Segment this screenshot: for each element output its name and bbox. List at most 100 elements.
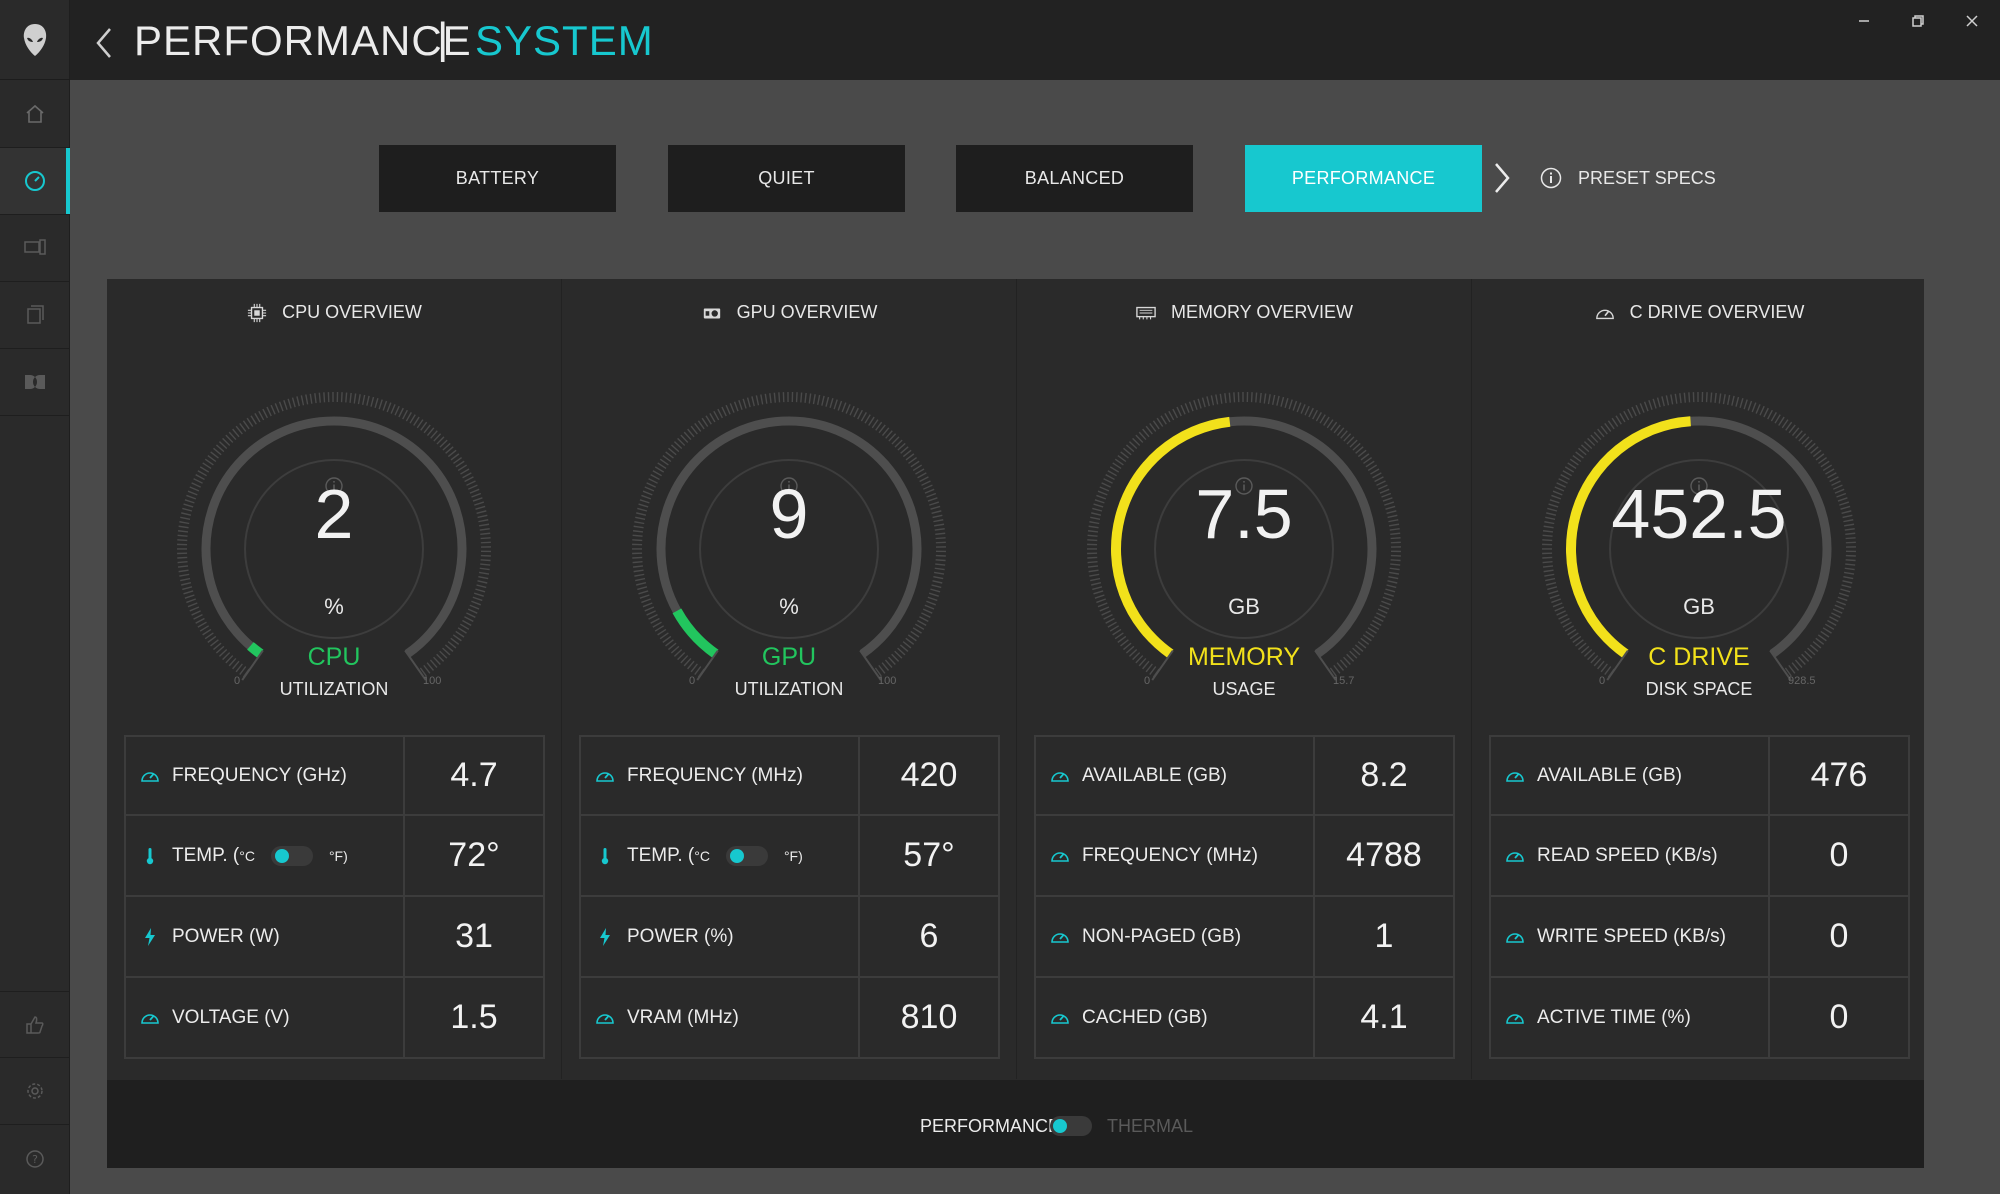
utilization-gauge (177, 392, 491, 681)
thermal-mode-label[interactable]: THERMAL (1107, 1116, 1194, 1136)
gauge-value: 2 (314, 475, 354, 553)
back-arrow-icon[interactable] (92, 26, 118, 60)
help-icon: ? (26, 1149, 44, 1168)
gauge-subtitle: UTILIZATION (279, 679, 389, 699)
preset-battery-button[interactable]: BATTERY (379, 145, 616, 212)
gauge-icon (1051, 851, 1069, 862)
gauge-unit: % (324, 594, 344, 619)
info-icon[interactable] (1540, 167, 1562, 189)
memory-overview-header: MEMORY OVERVIEW (1017, 302, 1471, 323)
sidebar-item-settings[interactable] (0, 1058, 70, 1125)
row-value: 0 (1829, 836, 1849, 874)
row-label: TEMP. ( (627, 844, 695, 866)
temperature-unit-toggle[interactable] (270, 845, 313, 866)
row-value: 72° (448, 836, 500, 874)
row-value: 57° (903, 836, 955, 874)
minimize-button[interactable] (1842, 6, 1886, 36)
row-label-cell: READ SPEED (KB/s) (1491, 816, 1770, 895)
gauge-max-label: 928.5 (1788, 675, 1816, 687)
restore-icon (1912, 15, 1924, 27)
thumbs-up-icon (26, 1015, 44, 1034)
performance-thermal-toggle[interactable] (1050, 1116, 1092, 1136)
sidebar-item-home[interactable] (0, 81, 70, 148)
gauge-value-arc (1566, 416, 1691, 658)
gauge-end-tick (859, 650, 882, 681)
column-divider (1016, 279, 1017, 1079)
minimize-icon (1859, 20, 1869, 22)
speedometer-icon (25, 171, 45, 191)
row-label: WRITE SPEED (KB/s) (1537, 925, 1726, 947)
column-divider (1471, 279, 1472, 1079)
chevron-right-icon[interactable] (1488, 158, 1516, 198)
row-label-cell: POWER (W) (126, 897, 405, 976)
row-label: FREQUENCY (MHz) (627, 764, 803, 786)
row-label-cell: CACHED (GB) (1036, 978, 1315, 1057)
sidebar-item-help[interactable]: ? (0, 1125, 70, 1192)
gauge-value-arc (1111, 416, 1231, 658)
gauge-min-label: 0 (234, 675, 241, 687)
sidebar-item-library[interactable] (0, 282, 70, 349)
sidebar-item-feedback[interactable] (0, 991, 70, 1058)
gauge-name: CPU (307, 643, 361, 671)
row-label-cell: FREQUENCY (GHz) (126, 737, 405, 814)
row-label-cell: FREQUENCY (MHz) (1036, 816, 1315, 895)
celsius-label: °C (239, 847, 255, 864)
overview-panel: CPU OVERVIEW 2% CPU UTILIZATION 0 1 0 0 FREQUE… (107, 279, 1924, 1168)
gauge-inner-ring (1154, 459, 1334, 639)
table-row: VRAM (MHz) 810 (579, 978, 1000, 1059)
table-row: AVAILABLE (GB) 8.2 (1034, 735, 1455, 816)
row-label-cell: TEMP. (°C °F) (126, 816, 405, 895)
preset-performance-button[interactable]: PERFORMANCE (1245, 145, 1482, 212)
gauge-info-icon[interactable] (325, 477, 343, 495)
row-label: CACHED (GB) (1082, 1006, 1208, 1028)
table-row: CACHED (GB) 4.1 (1034, 978, 1455, 1059)
gauge-name: C DRIVE (1648, 643, 1750, 671)
c-drive-overview-column: C DRIVE OVERVIEW 452.5 GB C DRIVE DISK SPAC… (1472, 279, 1926, 1079)
gauge-icon (1051, 1013, 1069, 1024)
utilization-gauge (1542, 392, 1856, 681)
restore-button[interactable] (1896, 6, 1940, 36)
stats-table: AVAILABLE (GB) 476 READ SPEED (KB/s) 0 W… (1489, 735, 1910, 1059)
gauge-icon (1506, 771, 1524, 782)
gauge-value: 7.5 (1195, 475, 1293, 553)
temperature-unit-toggle[interactable] (725, 845, 768, 866)
row-value: 4.1 (1360, 998, 1408, 1036)
gauge-tick-ring (177, 392, 491, 678)
preset-balanced-button[interactable]: BALANCED (956, 145, 1193, 212)
svg-text:?: ? (32, 1153, 38, 1166)
sidebar-item-devices[interactable] (0, 215, 70, 282)
preset-specs-link[interactable]: PRESET SPECS (1578, 168, 1716, 188)
row-value: 1 (1374, 917, 1394, 955)
thermometer-icon (146, 847, 154, 864)
row-label: FREQUENCY (GHz) (172, 764, 347, 786)
row-label: ACTIVE TIME (%) (1537, 1006, 1691, 1028)
gauge-min-label: 0 (689, 675, 696, 687)
gauge-tick-ring (1087, 392, 1401, 678)
gauge-icon (1506, 851, 1524, 862)
gauge-max-label: 15.7 (1333, 675, 1355, 687)
row-label-cell: FREQUENCY (MHz) (581, 737, 860, 814)
gauge-icon (1506, 932, 1524, 943)
row-label: AVAILABLE (GB) (1082, 764, 1228, 786)
sidebar-item-dolby[interactable] (0, 349, 70, 416)
sidebar-item-performance[interactable] (0, 148, 70, 215)
row-label-cell: VOLTAGE (V) (126, 978, 405, 1057)
sidebar: ? (0, 0, 70, 1194)
table-row: AVAILABLE (GB) 476 (1489, 735, 1910, 816)
close-button[interactable] (1950, 6, 1994, 36)
preset-quiet-button[interactable]: QUIET (668, 145, 905, 212)
gauge-value: 452.5 (1611, 475, 1787, 553)
row-label: POWER (W) (172, 925, 280, 947)
utilization-gauge (632, 392, 946, 681)
lightning-icon (145, 927, 155, 946)
cpu-icon (248, 303, 267, 322)
gauge-inner-ring (1609, 459, 1789, 639)
alienware-logo-icon[interactable] (0, 0, 70, 80)
column-title: GPU OVERVIEW (736, 302, 878, 322)
gauge-tick-ring (1542, 392, 1856, 678)
column-title: CPU OVERVIEW (282, 302, 422, 322)
gauge-info-icon[interactable] (1235, 477, 1253, 495)
gauge-info-icon[interactable] (1690, 477, 1708, 495)
gauge-info-icon[interactable] (780, 477, 798, 495)
cpu-overview-header: CPU OVERVIEW (107, 302, 561, 323)
